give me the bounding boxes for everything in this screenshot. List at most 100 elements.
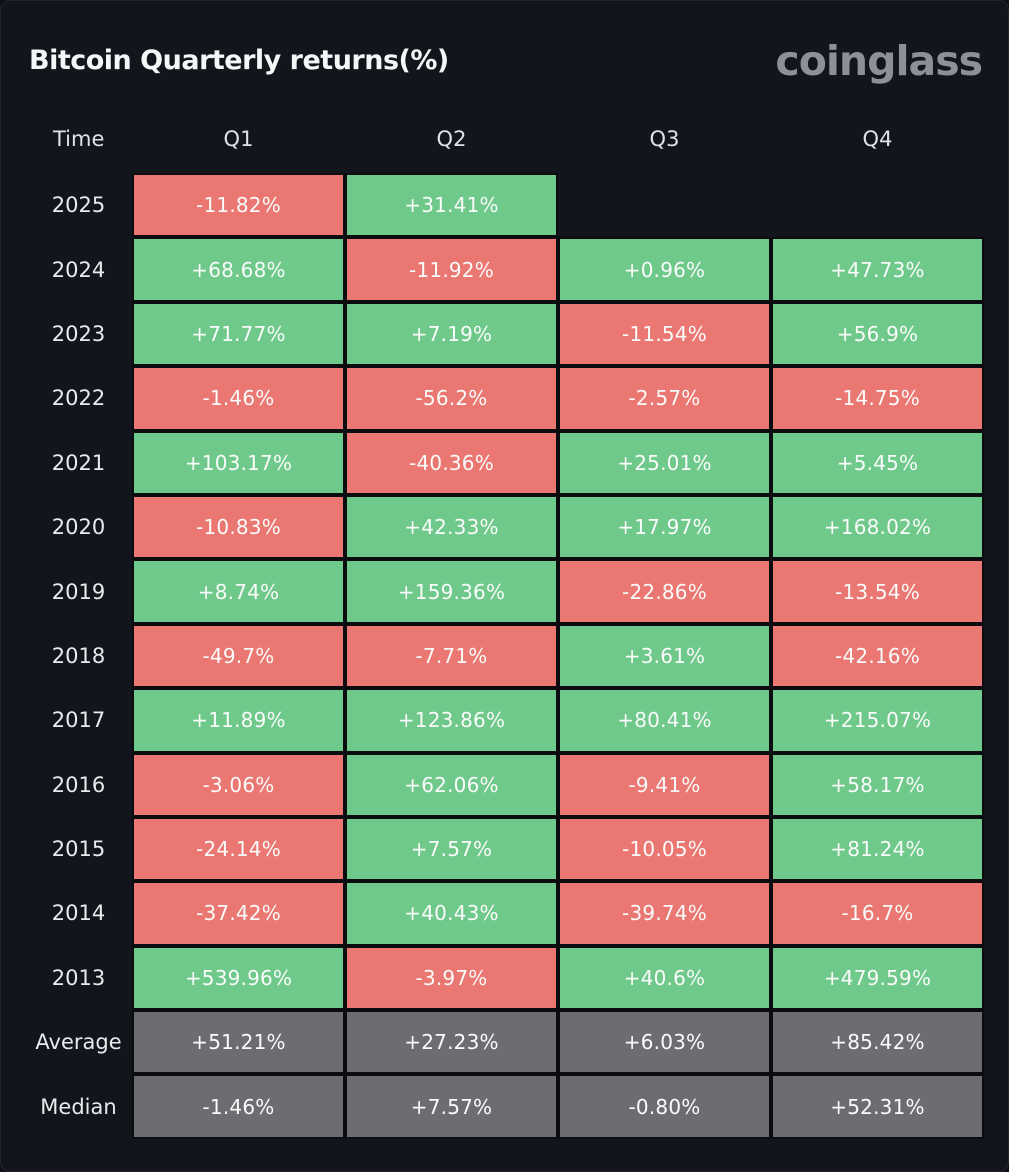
row-label-2013: 2013 xyxy=(51,965,106,990)
return-cell-2013-q3: +40.6% xyxy=(558,945,771,1011)
return-cell-2022-q1: -1.46% xyxy=(132,366,345,431)
return-cell-2023-q2: +7.19% xyxy=(345,301,558,367)
table-row-2015: 2015 -24.14% +7.57% -10.05% +81.24% xyxy=(1,816,984,882)
table-row-average: Average +51.21% +27.23% +6.03% +85.42% xyxy=(1,1010,984,1075)
row-label-median: Median xyxy=(40,1094,117,1119)
return-cell-2017-q4: +215.07% xyxy=(771,688,984,753)
table-body: 2025 -11.82% +31.41% 2024 +68.68% -11.92% +0.9… xyxy=(1,173,984,1139)
return-cell-2020-q4: +168.02% xyxy=(771,494,984,560)
table-row-2025: 2025 -11.82% +31.41% xyxy=(1,173,984,238)
return-cell-median-q1: -1.46% xyxy=(132,1074,345,1139)
return-cell-2016-q4: +58.17% xyxy=(771,752,984,817)
table-row-2014: 2014 -37.42% +40.43% -39.74% -16.7% xyxy=(1,881,984,946)
return-cell-2019-q4: -13.54% xyxy=(771,559,984,624)
return-cell-2020-q1: -10.83% xyxy=(132,494,345,560)
column-header-time: Time xyxy=(53,127,105,151)
return-cell-2024-q1: +68.68% xyxy=(132,237,345,302)
row-label-2019: 2019 xyxy=(51,579,106,604)
table-row-2017: 2017 +11.89% +123.86% +80.41% +215.07% xyxy=(1,688,984,753)
return-cell-2018-q3: +3.61% xyxy=(558,623,771,689)
return-cell-2021-q3: +25.01% xyxy=(558,430,771,495)
page-title: Bitcoin Quarterly returns(%) xyxy=(29,45,449,77)
column-header-q2: Q2 xyxy=(436,127,467,151)
return-cell-2024-q4: +47.73% xyxy=(771,237,984,302)
return-cell-2018-q1: -49.7% xyxy=(132,623,345,689)
return-cell-2021-q2: -40.36% xyxy=(345,430,558,495)
return-cell-2017-q2: +123.86% xyxy=(345,688,558,753)
row-label-average: Average xyxy=(35,1030,122,1055)
return-cell-average-q3: +6.03% xyxy=(558,1010,771,1075)
row-label-2018: 2018 xyxy=(51,643,106,668)
table-row-2020: 2020 -10.83% +42.33% +17.97% +168.02% xyxy=(1,494,984,560)
return-cell-2022-q3: -2.57% xyxy=(558,366,771,431)
return-cell-2017-q1: +11.89% xyxy=(132,688,345,753)
return-cell-2019-q3: -22.86% xyxy=(558,559,771,624)
row-label-2022: 2022 xyxy=(51,386,106,411)
return-cell-2025-q3 xyxy=(558,173,771,237)
table-row-2024: 2024 +68.68% -11.92% +0.96% +47.73% xyxy=(1,237,984,302)
column-header-q3: Q3 xyxy=(649,127,680,151)
return-cell-2014-q2: +40.43% xyxy=(345,881,558,946)
table-row-median: Median -1.46% +7.57% -0.80% +52.31% xyxy=(1,1074,984,1139)
return-cell-2016-q1: -3.06% xyxy=(132,752,345,817)
return-cell-2019-q2: +159.36% xyxy=(345,559,558,624)
row-label-2025: 2025 xyxy=(51,193,106,218)
return-cell-2015-q3: -10.05% xyxy=(558,816,771,882)
table-row-2022: 2022 -1.46% -56.2% -2.57% -14.75% xyxy=(1,366,984,431)
return-cell-2013-q2: -3.97% xyxy=(345,945,558,1011)
table-row-2023: 2023 +71.77% +7.19% -11.54% +56.9% xyxy=(1,301,984,367)
return-cell-median-q2: +7.57% xyxy=(345,1074,558,1139)
table-header-row: Time Q1 Q2 Q3 Q4 xyxy=(1,120,982,158)
return-cell-average-q4: +85.42% xyxy=(771,1010,984,1075)
table-row-2013: 2013 +539.96% -3.97% +40.6% +479.59% xyxy=(1,945,984,1011)
row-label-2016: 2016 xyxy=(51,772,106,797)
row-label-2024: 2024 xyxy=(51,257,106,282)
return-cell-2018-q4: -42.16% xyxy=(771,623,984,689)
column-header-q4: Q4 xyxy=(862,127,893,151)
return-cell-2013-q1: +539.96% xyxy=(132,945,345,1011)
return-cell-2025-q2: +31.41% xyxy=(345,173,558,238)
return-cell-2016-q2: +62.06% xyxy=(345,752,558,817)
table-row-2016: 2016 -3.06% +62.06% -9.41% +58.17% xyxy=(1,752,984,817)
return-cell-2023-q4: +56.9% xyxy=(771,301,984,367)
return-cell-2020-q3: +17.97% xyxy=(558,494,771,560)
return-cell-2021-q1: +103.17% xyxy=(132,430,345,495)
return-cell-2015-q1: -24.14% xyxy=(132,816,345,882)
row-label-2014: 2014 xyxy=(51,901,106,926)
row-label-2017: 2017 xyxy=(51,708,106,733)
returns-table: Time Q1 Q2 Q3 Q4 2025 -11.82% +31.41% 2024 +68.6… xyxy=(1,120,1008,1139)
return-cell-2019-q1: +8.74% xyxy=(132,559,345,624)
return-cell-2025-q4 xyxy=(771,173,984,237)
return-cell-2015-q4: +81.24% xyxy=(771,816,984,882)
return-cell-2014-q4: -16.7% xyxy=(771,881,984,946)
return-cell-2017-q3: +80.41% xyxy=(558,688,771,753)
coinglass-logo: coinglass xyxy=(775,37,983,85)
header-bar: Bitcoin Quarterly returns(%) coinglass xyxy=(1,1,1008,82)
return-cell-2022-q4: -14.75% xyxy=(771,366,984,431)
row-label-2023: 2023 xyxy=(51,321,106,346)
return-cell-2022-q2: -56.2% xyxy=(345,366,558,431)
return-cell-2024-q2: -11.92% xyxy=(345,237,558,302)
return-cell-2024-q3: +0.96% xyxy=(558,237,771,302)
return-cell-2016-q3: -9.41% xyxy=(558,752,771,817)
row-label-2020: 2020 xyxy=(51,515,106,540)
return-cell-2023-q1: +71.77% xyxy=(132,301,345,367)
return-cell-2013-q4: +479.59% xyxy=(771,945,984,1011)
return-cell-2025-q1: -11.82% xyxy=(132,173,345,238)
return-cell-2014-q3: -39.74% xyxy=(558,881,771,946)
return-cell-2018-q2: -7.71% xyxy=(345,623,558,689)
return-cell-2015-q2: +7.57% xyxy=(345,816,558,882)
return-cell-median-q3: -0.80% xyxy=(558,1074,771,1139)
return-cell-2014-q1: -37.42% xyxy=(132,881,345,946)
return-cell-median-q4: +52.31% xyxy=(771,1074,984,1139)
row-label-2021: 2021 xyxy=(51,450,106,475)
column-header-q1: Q1 xyxy=(223,127,254,151)
return-cell-2023-q3: -11.54% xyxy=(558,301,771,367)
row-label-2015: 2015 xyxy=(51,837,106,862)
return-cell-2020-q2: +42.33% xyxy=(345,494,558,560)
table-row-2018: 2018 -49.7% -7.71% +3.61% -42.16% xyxy=(1,623,984,689)
return-cell-2021-q4: +5.45% xyxy=(771,430,984,495)
return-cell-average-q1: +51.21% xyxy=(132,1010,345,1075)
table-row-2021: 2021 +103.17% -40.36% +25.01% +5.45% xyxy=(1,430,984,495)
